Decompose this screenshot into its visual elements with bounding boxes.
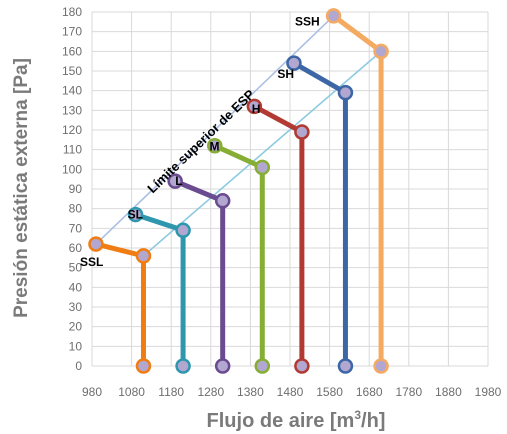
series-point-h xyxy=(294,124,310,140)
series-point-ssh xyxy=(325,8,342,24)
y-tick-label: 80 xyxy=(69,202,83,216)
series-point-ssl xyxy=(135,248,152,264)
x-tick-label: 1480 xyxy=(277,385,304,399)
y-tick-label: 60 xyxy=(69,241,83,255)
x-tick-label: 1280 xyxy=(197,385,224,399)
y-tick-label: 20 xyxy=(69,320,83,334)
series-label-m: M xyxy=(210,140,220,154)
series-point-l xyxy=(167,173,183,189)
x-tick-label: 980 xyxy=(82,385,102,399)
series-label-ssl: SSL xyxy=(80,255,103,269)
y-tick-label: 70 xyxy=(69,221,83,235)
upper-limit-line xyxy=(95,15,335,245)
series-point-l xyxy=(214,358,231,374)
axis-tick-labels: 0 10 20 30 40 50 60 70 80 90 100 110 120 130 140 150 160… xyxy=(62,5,502,399)
series-point-ssl xyxy=(135,358,152,374)
series-label-sl: SL xyxy=(128,207,143,221)
series-point-h xyxy=(246,98,263,115)
y-tick-label: 40 xyxy=(69,280,83,294)
y-tick-label: 150 xyxy=(62,64,82,78)
x-tick-label: 1380 xyxy=(237,385,264,399)
x-axis-title-main: Flujo de aire [m xyxy=(207,410,355,432)
series-label-ssh: SSH xyxy=(295,15,320,29)
series-point-sl xyxy=(175,358,191,374)
x-axis-title-unit: /h] xyxy=(361,410,385,432)
y-tick-label: 120 xyxy=(62,123,82,137)
y-axis-title: Presión estática externa [Pa] xyxy=(11,58,32,318)
y-tick-label: 50 xyxy=(69,261,83,275)
x-tick-label: 1680 xyxy=(356,385,383,399)
series-point-h xyxy=(294,358,310,374)
series-point-sh xyxy=(337,358,354,374)
series-point-sl xyxy=(175,222,191,239)
x-tick-label: 1580 xyxy=(316,385,343,399)
series-labels: SSL SL L M H SH SSH xyxy=(80,15,320,269)
x-axis-title-superscript: 3 xyxy=(354,408,361,422)
series-point-ssh xyxy=(373,358,389,374)
series-lines xyxy=(93,13,384,369)
series-point-sl xyxy=(127,206,144,223)
y-tick-label: 0 xyxy=(75,359,82,373)
y-tick-label: 170 xyxy=(62,25,82,39)
series-point-ssl xyxy=(88,236,104,252)
series-line-ssh xyxy=(331,13,384,369)
series-markers xyxy=(88,8,389,374)
x-tick-label: 1080 xyxy=(118,385,145,399)
series-label-sh: SH xyxy=(277,67,294,81)
series-point-sh xyxy=(286,55,302,71)
series-point-m xyxy=(254,358,271,374)
upper-limit-label: Límite superior de ESP xyxy=(144,86,257,196)
series-point-ssh xyxy=(373,43,389,60)
lower-limit-line xyxy=(142,50,382,257)
esp-boundary-lines xyxy=(95,15,382,257)
y-tick-label: 160 xyxy=(62,44,82,58)
x-tick-label: 1880 xyxy=(435,385,462,399)
y-tick-label: 90 xyxy=(69,182,83,196)
y-tick-label: 110 xyxy=(63,143,82,157)
series-point-m xyxy=(207,137,223,154)
x-tick-label: 1980 xyxy=(475,385,502,399)
series-point-sh xyxy=(337,84,354,101)
series-label-h: H xyxy=(252,102,261,116)
y-tick-label: 100 xyxy=(62,162,82,176)
y-tick-label: 180 xyxy=(62,5,82,19)
y-tick-label: 140 xyxy=(62,84,82,98)
x-axis-title: Flujo de aire [m3/h] xyxy=(207,408,386,432)
y-tick-label: 10 xyxy=(69,339,83,353)
y-tick-label: 30 xyxy=(69,300,83,314)
y-tick-label: 130 xyxy=(62,103,82,117)
series-point-m xyxy=(254,159,271,176)
x-tick-label: 1780 xyxy=(395,385,422,399)
series-point-l xyxy=(214,193,231,209)
x-tick-label: 1180 xyxy=(158,385,184,399)
series-label-l: L xyxy=(175,174,182,188)
